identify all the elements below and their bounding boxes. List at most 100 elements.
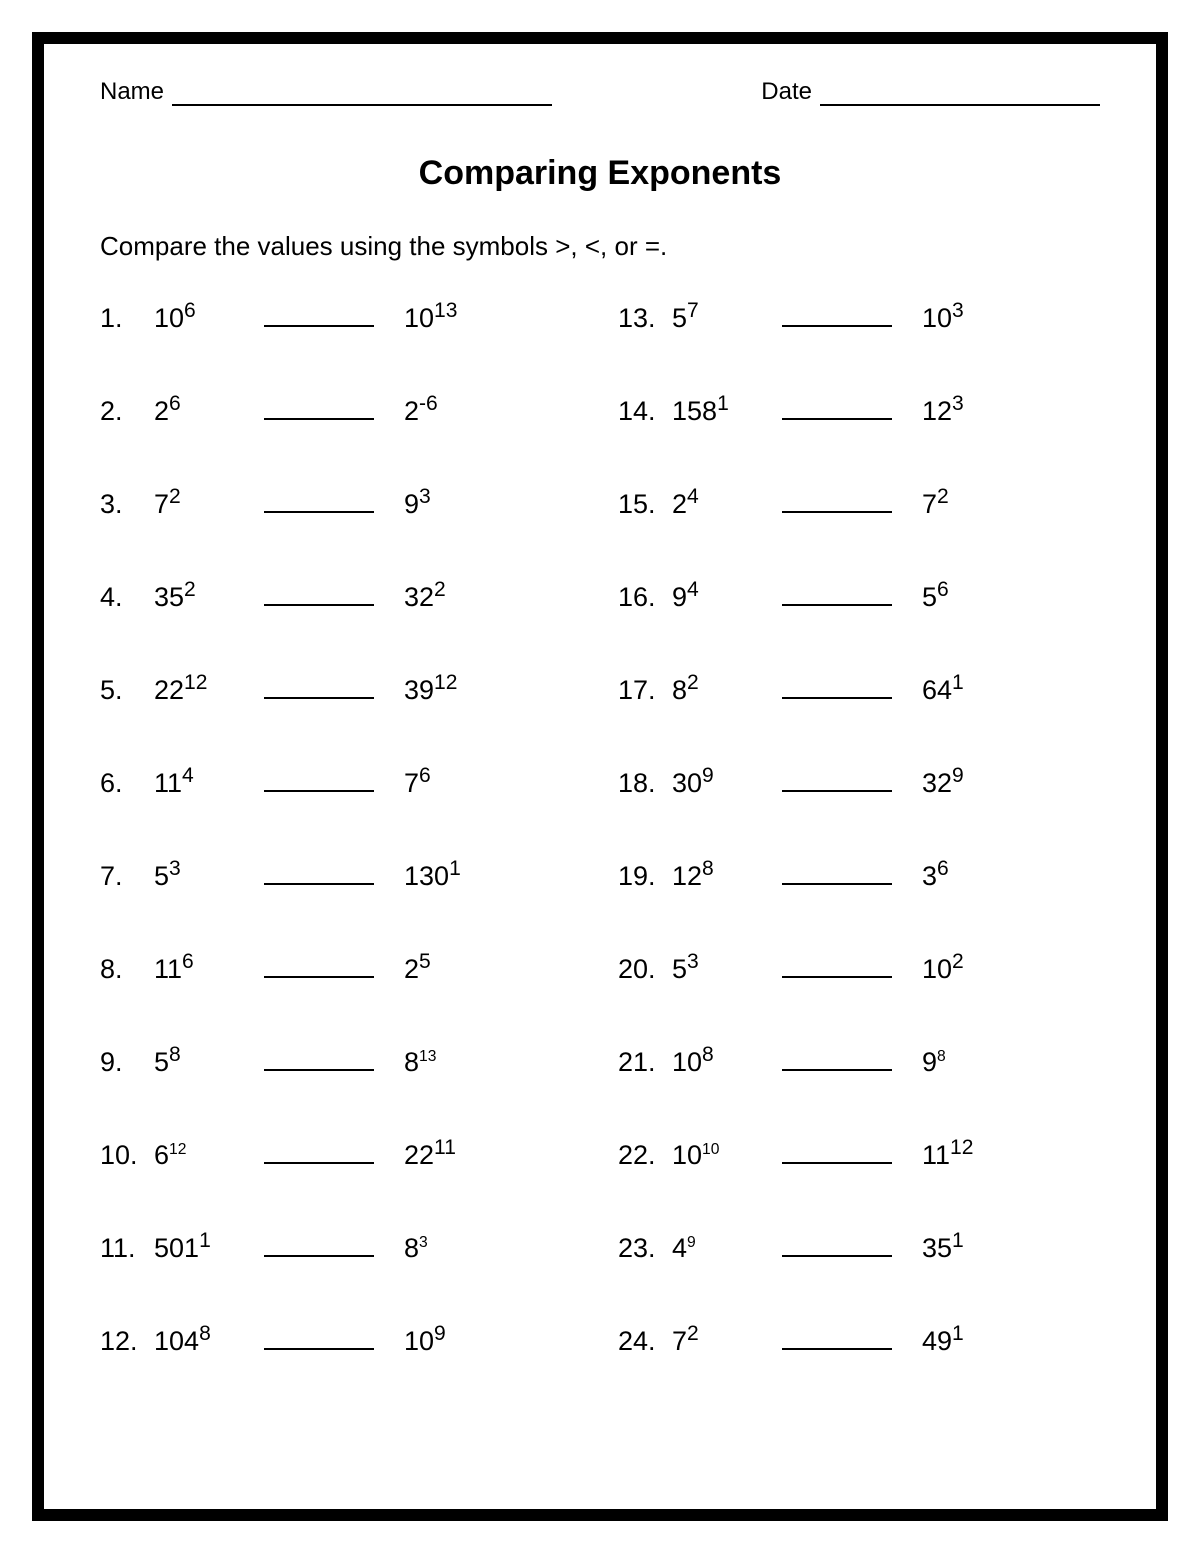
problem-row: 19.12836 [618,856,1100,949]
right-base: 12 [922,396,952,426]
name-blank[interactable] [172,78,552,106]
left-base: 22 [154,675,184,705]
right-base: 11 [922,1140,950,1170]
answer-blank[interactable] [782,577,892,606]
right-base: 35 [922,1233,952,1263]
answer-blank-wrap [782,484,922,520]
left-expression: 108 [672,1047,782,1078]
problem-number: 19. [618,861,672,892]
left-exponent: 2 [184,578,196,601]
problem-row: 15.2472 [618,484,1100,577]
right-base: 9 [404,489,419,519]
problem-number: 10. [100,1140,154,1171]
answer-blank-wrap [264,856,404,892]
left-exponent: 3 [169,857,181,880]
right-base: 10 [404,1326,434,1356]
answer-blank[interactable] [264,763,374,792]
answer-blank[interactable] [782,763,892,792]
left-base: 10 [154,303,184,333]
problem-row: 11.501183 [100,1228,582,1321]
answer-blank[interactable] [782,484,892,513]
answer-blank[interactable] [264,577,374,606]
problem-row: 8.11625 [100,949,582,1042]
problem-row: 12.1048109 [100,1321,582,1414]
left-exponent: 12 [169,1141,186,1158]
left-base: 11 [154,768,182,798]
left-base: 7 [154,489,169,519]
answer-blank-wrap [264,763,404,799]
problem-number: 24. [618,1326,672,1357]
problem-number: 5. [100,675,154,706]
left-base: 2 [154,396,169,426]
answer-blank-wrap [264,1228,404,1264]
answer-blank-wrap [264,577,404,613]
right-base: 9 [922,1047,937,1077]
right-expression: 322 [404,582,514,613]
problem-row: 6.11476 [100,763,582,856]
right-expression: 1112 [922,1140,1032,1171]
left-expression: 1048 [154,1326,264,1357]
right-exponent: 6 [937,578,949,601]
answer-blank[interactable] [264,856,374,885]
answer-blank[interactable] [782,1042,892,1071]
answer-blank[interactable] [782,298,892,327]
left-expression: 72 [154,489,264,520]
answer-blank-wrap [264,949,404,985]
answer-blank[interactable] [264,484,374,513]
left-base: 35 [154,582,184,612]
answer-blank[interactable] [264,391,374,420]
left-expression: 5011 [154,1233,264,1264]
right-expression: 83 [404,1233,514,1264]
right-expression: 351 [922,1233,1032,1264]
answer-blank[interactable] [782,391,892,420]
name-label: Name [100,78,164,106]
right-base: 5 [922,582,937,612]
answer-blank[interactable] [782,670,892,699]
answer-blank[interactable] [782,1228,892,1257]
answer-blank-wrap [264,670,404,706]
answer-blank[interactable] [264,1228,374,1257]
left-exponent: 4 [687,485,699,508]
right-base: 10 [922,303,952,333]
left-base: 5 [672,954,687,984]
right-exponent: 1 [449,857,461,880]
right-base: 8 [404,1233,419,1263]
answer-blank[interactable] [264,1135,374,1164]
answer-blank-wrap [264,298,404,334]
answer-blank[interactable] [782,856,892,885]
answer-blank[interactable] [264,670,374,699]
right-base: 22 [404,1140,434,1170]
date-field: Date [761,78,1100,106]
left-exponent: 10 [702,1141,719,1158]
answer-blank[interactable] [264,1321,374,1350]
problem-row: 23.49351 [618,1228,1100,1321]
right-expression: 98 [922,1047,1032,1078]
problem-row: 5.22123912 [100,670,582,763]
problem-number: 16. [618,582,672,613]
right-expression: 109 [404,1326,514,1357]
right-exponent: 9 [434,1322,446,1345]
problem-row: 2.262-6 [100,391,582,484]
right-exponent: 3 [419,485,431,508]
left-expression: 128 [672,861,782,892]
answer-blank[interactable] [264,1042,374,1071]
problem-number: 15. [618,489,672,520]
answer-blank[interactable] [782,1135,892,1164]
answer-blank[interactable] [782,1321,892,1350]
answer-blank[interactable] [264,298,374,327]
left-expression: 1581 [672,396,782,427]
right-expression: 1013 [404,303,514,334]
answer-blank-wrap [264,391,404,427]
answer-blank[interactable] [782,949,892,978]
left-base: 5 [672,303,687,333]
answer-blank-wrap [782,391,922,427]
answer-blank-wrap [782,763,922,799]
date-blank[interactable] [820,78,1100,106]
problem-number: 14. [618,396,672,427]
problems-grid: 1.106101313.571032.262-614.15811233.7293… [100,298,1100,1414]
left-exponent: 9 [687,1234,696,1251]
right-expression: 813 [404,1047,514,1078]
right-expression: 93 [404,489,514,520]
left-exponent: 3 [687,950,699,973]
answer-blank[interactable] [264,949,374,978]
